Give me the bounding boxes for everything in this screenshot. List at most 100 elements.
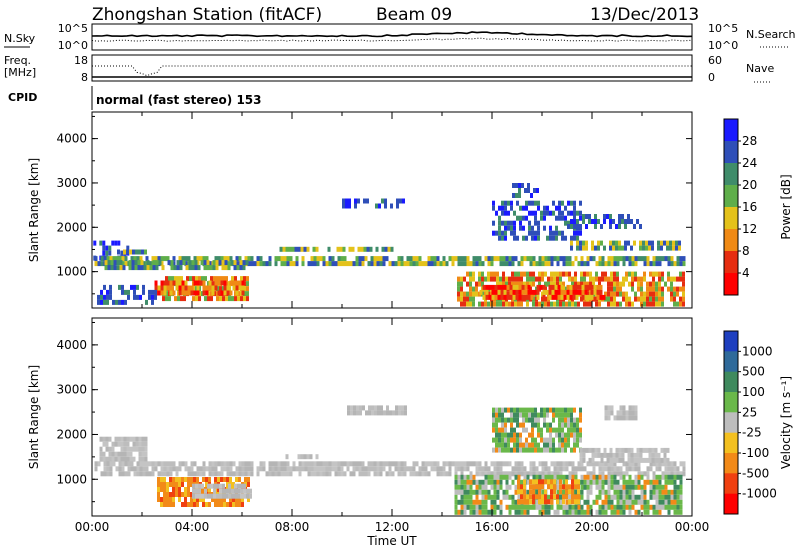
data-cell [346,466,350,472]
data-cell [325,466,329,472]
data-cell [664,256,668,262]
data-cell [567,200,570,206]
data-cell [184,466,188,472]
data-cell [556,281,559,287]
data-cell [306,454,310,460]
data-cell [379,256,383,262]
data-cell [241,471,245,477]
data-cell [526,301,529,307]
data-cell [490,461,494,467]
data-cell [469,509,473,515]
data-cell [520,271,523,277]
data-cell [556,484,560,490]
data-cell [591,457,595,463]
data-cell [643,484,647,490]
data-cell [195,483,198,489]
data-cell [670,256,674,262]
data-cell [637,494,641,500]
data-cell [504,210,507,216]
data-cell [645,245,648,251]
data-cell [238,502,241,507]
data-cell [576,417,579,423]
data-cell [643,494,647,500]
data-cell [532,504,536,510]
data-cell [229,461,233,467]
data-cell [649,484,653,490]
data-cell [395,410,398,416]
data-cell [412,256,416,262]
data-cell [628,484,632,490]
data-cell [361,256,365,262]
data-cell [163,256,167,262]
data-cell [663,240,666,246]
data-cell [120,436,124,442]
data-cell [391,471,395,477]
data-cell [442,466,446,472]
data-cell [283,471,287,477]
data-cell [331,261,335,267]
data-cell [544,261,548,267]
data-cell [223,502,226,507]
data-cell [174,276,177,282]
data-cell [181,256,185,262]
data-cell [598,276,601,282]
data-cell [166,466,170,472]
data-cell [667,256,671,262]
data-cell [658,301,661,307]
data-cell [649,271,652,277]
data-cell [343,471,347,477]
data-cell [115,466,119,472]
data-cell [481,466,485,472]
data-cell [238,461,242,467]
data-cell [549,225,552,231]
data-cell [242,260,246,266]
data-cell [550,276,553,282]
data-cell [610,471,614,477]
data-cell [586,489,590,495]
data-cell [676,494,680,500]
data-cell [139,466,143,472]
data-cell [493,271,496,277]
data-cell [370,461,374,467]
data-cell [550,471,554,477]
data-cell [175,280,179,286]
data-cell [198,296,201,302]
data-cell [144,446,148,452]
data-cell [424,471,428,477]
data-cell [178,477,181,482]
data-cell [187,466,191,472]
data-cell [622,281,625,287]
data-cell [618,219,621,224]
data-cell [481,276,484,282]
data-cell [652,271,655,277]
data-cell [160,290,164,296]
data-cell [113,260,117,266]
data-cell [523,281,526,287]
data-cell [220,290,224,296]
data-cell [105,245,109,251]
data-cell [625,291,628,297]
data-cell [532,474,536,480]
data-cell [538,256,542,262]
data-cell [525,407,528,413]
data-cell [622,509,626,515]
data-cell [466,466,470,472]
data-cell [238,256,242,262]
data-cell [528,200,531,206]
data-cell [259,261,263,267]
data-cell [388,466,392,472]
data-cell [268,261,272,267]
data-cell [457,291,460,297]
data-cell [555,205,558,211]
data-cell [507,210,510,216]
data-cell [537,230,540,236]
data-cell [678,245,681,251]
data-cell [523,271,526,277]
data-cell [517,271,520,277]
data-cell [613,494,617,500]
data-cell [495,422,498,428]
data-cell [238,477,241,482]
data-cell [543,437,546,443]
data-cell [594,452,598,458]
x-tick-label: 04:00 [175,520,210,534]
